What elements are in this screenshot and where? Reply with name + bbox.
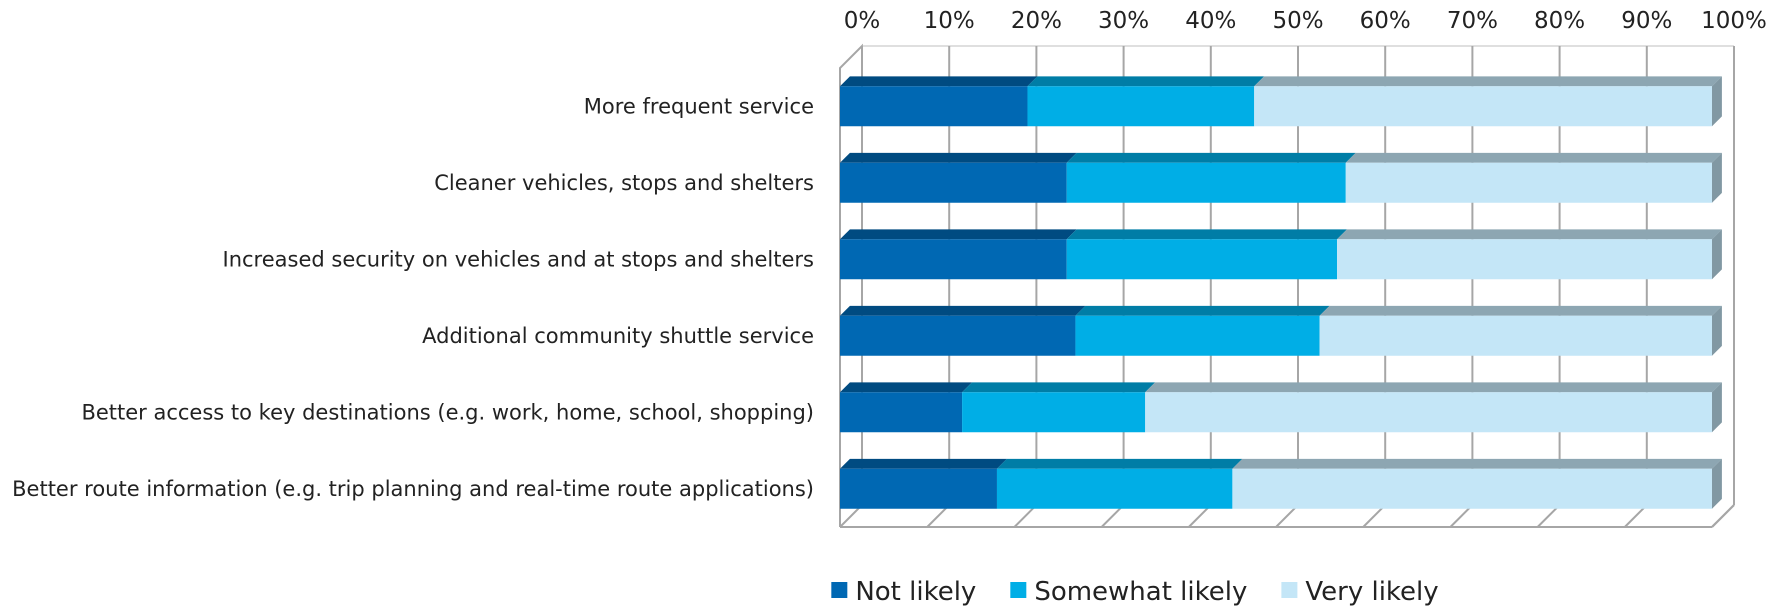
x-tick-label: 30% bbox=[1098, 8, 1149, 34]
bar-segment bbox=[1066, 239, 1338, 280]
x-tick-label: 60% bbox=[1360, 8, 1411, 34]
bar-side-face bbox=[1712, 305, 1722, 356]
bar-segment bbox=[996, 468, 1233, 509]
bar-top-face bbox=[1145, 382, 1722, 393]
bar-segment bbox=[1145, 392, 1712, 433]
x-tick-label: 0% bbox=[844, 8, 881, 34]
bar-side-face bbox=[1712, 152, 1722, 203]
bar-side-face bbox=[1712, 76, 1722, 127]
bar-segment bbox=[840, 162, 1067, 203]
bar-segment bbox=[962, 392, 1146, 433]
bar-segment bbox=[840, 315, 1076, 356]
bar-segment bbox=[840, 86, 1028, 127]
bar-top-face bbox=[840, 76, 1038, 87]
bar-segment bbox=[1232, 468, 1712, 509]
bar-segment bbox=[840, 468, 997, 509]
bar-top-face bbox=[840, 305, 1086, 316]
bar-top-face bbox=[1254, 76, 1722, 87]
x-tick-label: 50% bbox=[1272, 8, 1323, 34]
bar-side-face bbox=[1712, 229, 1722, 280]
bar-segment bbox=[1075, 315, 1320, 356]
legend: Not likely Somewhat likely Very likely bbox=[831, 577, 1439, 607]
category-label: Additional community shuttle service bbox=[422, 324, 814, 348]
legend-swatch bbox=[831, 582, 848, 598]
legend-label: Very likely bbox=[1305, 577, 1438, 607]
legend-label: Somewhat likely bbox=[1034, 577, 1247, 607]
bar-top-face bbox=[1027, 76, 1265, 87]
bar-segment bbox=[1319, 315, 1712, 356]
bar-top-face bbox=[1066, 152, 1356, 163]
bar-top-face bbox=[840, 382, 972, 393]
bar-segment bbox=[1337, 239, 1712, 280]
bar-top-face bbox=[962, 382, 1156, 393]
legend-swatch bbox=[1010, 582, 1027, 598]
x-tick-label: 90% bbox=[1621, 8, 1672, 34]
bar-side-face bbox=[1712, 382, 1722, 433]
bar-top-face bbox=[996, 458, 1243, 469]
category-labels: More frequent service Cleaner vehicles, s… bbox=[12, 94, 814, 501]
category-label: Better route information (e.g. trip plan… bbox=[12, 477, 814, 501]
x-tick-label: 40% bbox=[1185, 8, 1236, 34]
bar-side-face bbox=[1712, 458, 1722, 509]
bar-segment bbox=[840, 239, 1067, 280]
bar-top-face bbox=[1345, 152, 1722, 163]
category-label: Cleaner vehicles, stops and shelters bbox=[434, 171, 814, 195]
x-axis-ticks: 0% 10% 20% 30% 40% 50% 60% 70% 80% 90% 100% bbox=[844, 8, 1767, 34]
floor-gridline bbox=[1711, 504, 1735, 528]
bar-top-face bbox=[1066, 229, 1347, 240]
category-label: Increased security on vehicles and at st… bbox=[223, 247, 815, 271]
category-label: Better access to key destinations (e.g. … bbox=[81, 400, 814, 424]
bar-segment bbox=[1254, 86, 1712, 127]
x-tick-label: 20% bbox=[1011, 8, 1062, 34]
legend-label: Not likely bbox=[855, 577, 976, 607]
bar-top-face bbox=[1337, 229, 1722, 240]
bar-segment bbox=[1066, 162, 1346, 203]
legend-item: Somewhat likely bbox=[1010, 577, 1247, 607]
x-tick-label: 10% bbox=[924, 8, 975, 34]
legend-swatch bbox=[1281, 582, 1298, 598]
bar-top-face bbox=[1075, 305, 1330, 316]
bar-top-face bbox=[1319, 305, 1722, 316]
x-tick-label: 100% bbox=[1701, 8, 1767, 34]
bar-segment bbox=[1027, 86, 1255, 127]
bar-segment bbox=[840, 392, 963, 433]
x-tick-label: 70% bbox=[1447, 8, 1498, 34]
bar-top-face bbox=[840, 152, 1077, 163]
legend-item: Very likely bbox=[1281, 577, 1439, 607]
legend-item: Not likely bbox=[831, 577, 976, 607]
bar-segment bbox=[1345, 162, 1712, 203]
bar-top-face bbox=[840, 458, 1007, 469]
category-label: More frequent service bbox=[584, 94, 814, 118]
bar-top-face bbox=[1232, 458, 1722, 469]
bar-top-face bbox=[840, 229, 1077, 240]
x-tick-label: 80% bbox=[1534, 8, 1585, 34]
bars bbox=[840, 76, 1722, 509]
